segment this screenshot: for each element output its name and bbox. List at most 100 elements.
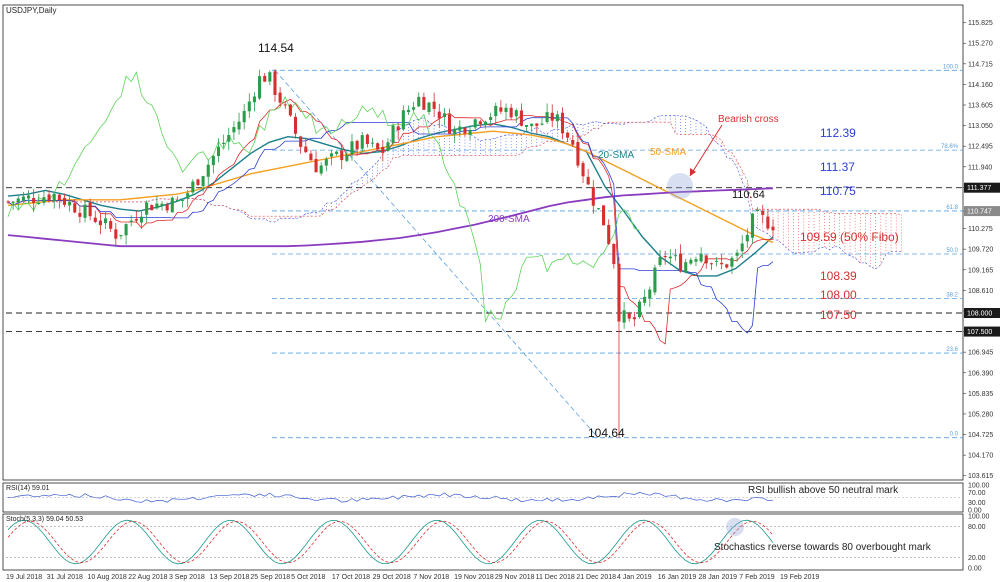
symbol-label: USDJPY,Daily (6, 6, 57, 15)
candle-body (581, 163, 585, 177)
candle-body (114, 229, 118, 239)
sma-line-20-sma (7, 123, 774, 277)
bearish-cross-arrow (689, 124, 723, 177)
candle-body (273, 71, 277, 95)
candle-body (566, 132, 570, 138)
x-tick-label: 22 Aug 2018 (128, 574, 167, 581)
level-111-37-label: 111.37 (820, 160, 855, 174)
y-tick-label: 105.835 (968, 391, 993, 398)
candle-body (62, 197, 67, 205)
x-tick-label: 4 Jan 2019 (617, 574, 652, 581)
candle-body (483, 121, 488, 125)
level-112-39-label: 112.39 (820, 126, 856, 140)
candle-body (607, 224, 611, 244)
y-tick-label: 105.280 (968, 411, 993, 418)
candle-body (401, 110, 405, 130)
price-tag-label: 111.377 (967, 185, 991, 192)
candle-body (499, 107, 503, 112)
candle-body (165, 204, 169, 211)
candle-body (201, 176, 205, 187)
fib-label: 78.6% (941, 144, 959, 150)
y-tick-label: 104.170 (968, 453, 993, 460)
candle-body (709, 263, 713, 265)
candle-body (32, 197, 36, 203)
stoch-d-line (7, 520, 774, 564)
candle-body (699, 253, 703, 262)
candle-body (668, 256, 672, 259)
candle-body (340, 150, 344, 161)
sma50-label: 50-SMA (650, 147, 686, 158)
candle-body (612, 244, 616, 265)
candle-body (643, 296, 647, 303)
candle-body (329, 153, 333, 157)
y-tick-label: 111.940 (968, 164, 992, 171)
candle-body (632, 317, 636, 320)
sma200-label: 200-SMA (488, 214, 530, 225)
price-tag-label: 110.747 (967, 209, 992, 216)
candle-body (591, 187, 595, 206)
fib-label: 38.2 (946, 293, 958, 299)
candle-body (191, 181, 195, 193)
candle-body (617, 263, 621, 322)
candle-body (422, 96, 426, 110)
rsi-tick-label: 30.00 (968, 500, 986, 507)
candle-body (227, 135, 231, 142)
rsi-tick-label: 0.00 (968, 508, 982, 515)
x-tick-label: 25 Sep 2018 (250, 574, 290, 581)
bearish-cross-highlight (667, 173, 693, 199)
y-tick-label: 110.275 (968, 226, 993, 233)
candle-body (663, 255, 667, 258)
candle-body (109, 221, 113, 229)
candle-body (535, 123, 539, 126)
stoch-highlight (726, 518, 744, 536)
candle-body (134, 219, 138, 221)
candle-body (417, 96, 421, 107)
kijun-sen (7, 117, 774, 334)
candle-body (648, 289, 652, 299)
rsi-title: RSI(14) 59.01 (6, 485, 50, 492)
candle-body (47, 194, 51, 201)
price-tag (964, 326, 1000, 337)
x-tick-label: 31 Jul 2018 (47, 574, 83, 581)
candle-body (396, 126, 400, 131)
candle-body (525, 125, 529, 127)
tenkan-sen (7, 98, 773, 345)
candle-body (263, 75, 267, 82)
high-label: 114.54 (258, 41, 294, 55)
candle-body (519, 110, 523, 126)
candle-body (714, 260, 719, 262)
candle-body (453, 128, 457, 135)
candle-body (237, 121, 241, 130)
candle-body (391, 125, 395, 144)
candle-body (26, 195, 31, 199)
candle-body (771, 226, 775, 231)
candle-body (689, 259, 693, 264)
candle-body (304, 146, 308, 153)
x-tick-label: 16 Jan 2019 (658, 574, 697, 581)
x-tick-label: 7 Nov 2018 (413, 574, 449, 581)
price-tag (964, 206, 1000, 217)
x-tick-label: 10 Aug 2018 (87, 574, 126, 581)
candle-body (489, 117, 493, 120)
candle-body (37, 202, 41, 204)
y-tick-label: 113.605 (968, 103, 993, 110)
indicator-lines (7, 71, 774, 345)
candle-body (252, 96, 256, 103)
candle-body (242, 110, 246, 123)
candle-body (42, 197, 46, 203)
y-tick-label: 113.050 (968, 123, 993, 130)
x-tick-label: 5 Oct 2018 (291, 574, 325, 581)
candle-body (150, 205, 154, 211)
candle-body (740, 243, 744, 252)
stoch-tick-label: 20.00 (968, 555, 986, 562)
y-tick-label: 114.715 (968, 61, 993, 68)
y-tick-label: 115.270 (968, 41, 993, 48)
candle-body (679, 253, 683, 272)
candle-body (750, 213, 755, 238)
candle-body (673, 255, 677, 257)
price-tag (964, 182, 1000, 193)
candle-body (350, 141, 354, 155)
bearish-cross-arrow-head (690, 168, 696, 176)
rsi-tick-label: 100.00 (968, 483, 990, 490)
